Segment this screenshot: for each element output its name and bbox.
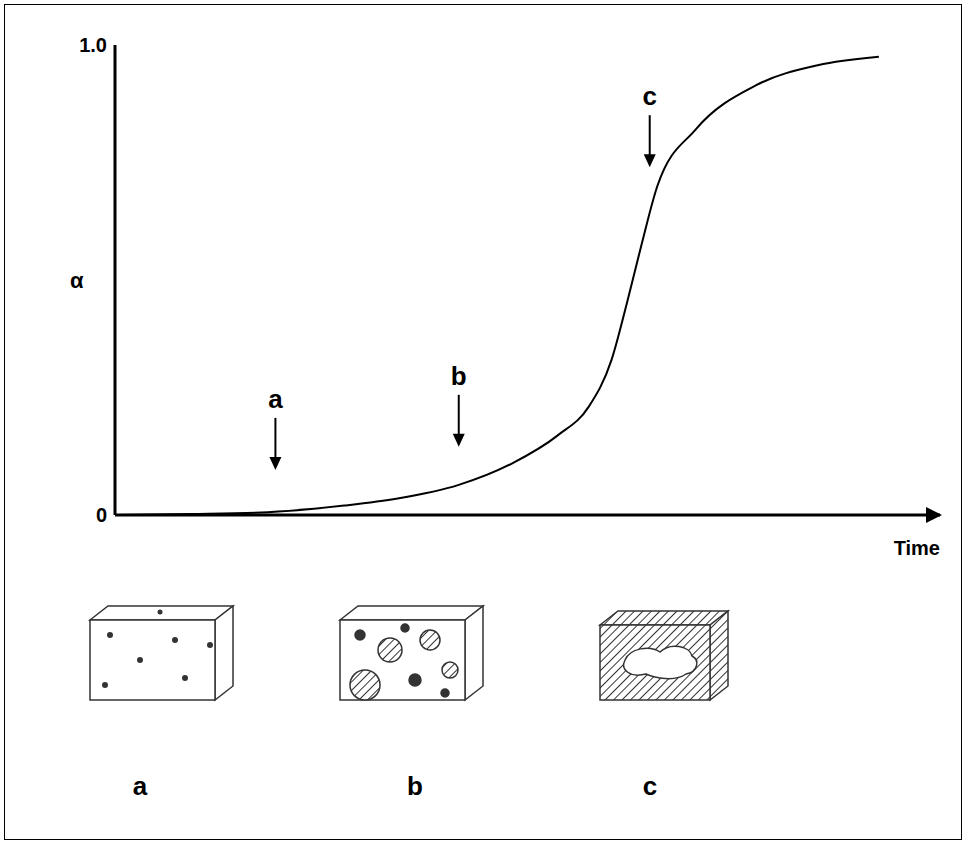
svg-text:α: α <box>70 268 84 293</box>
svg-text:Time: Time <box>894 537 940 559</box>
svg-text:0: 0 <box>96 504 107 526</box>
svg-text:c: c <box>643 771 657 801</box>
svg-text:1.0: 1.0 <box>79 34 107 56</box>
svg-text:a: a <box>268 384 283 414</box>
svg-text:c: c <box>642 81 656 111</box>
svg-text:b: b <box>407 771 423 801</box>
svg-text:b: b <box>451 361 467 391</box>
svg-text:a: a <box>133 771 148 801</box>
